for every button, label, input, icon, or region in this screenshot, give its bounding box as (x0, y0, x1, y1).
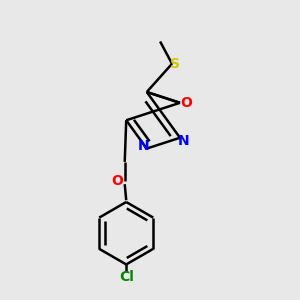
Text: Cl: Cl (119, 270, 134, 284)
Text: O: O (111, 174, 123, 188)
Text: N: N (138, 139, 150, 153)
Text: N: N (178, 134, 189, 148)
Text: O: O (181, 96, 193, 110)
Text: S: S (170, 57, 180, 71)
